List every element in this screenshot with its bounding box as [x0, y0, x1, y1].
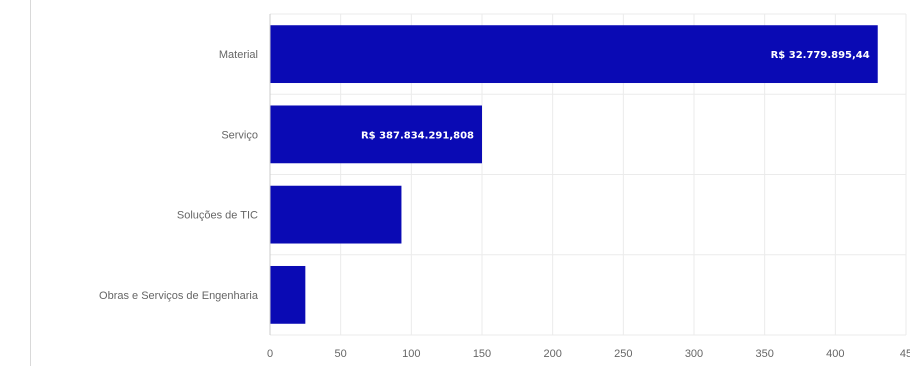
- bar: [270, 25, 878, 84]
- bar: [270, 185, 402, 244]
- category-label: Obras e Serviços de Engenharia: [99, 290, 259, 302]
- x-tick-label: 200: [543, 348, 561, 360]
- category-label: Soluções de TIC: [177, 210, 258, 222]
- x-tick-label: 150: [473, 348, 491, 360]
- data-label: R$ 32.779.895,44: [771, 50, 870, 61]
- bar: [270, 265, 306, 324]
- x-tick-label: 400: [826, 348, 844, 360]
- x-tick-label: 100: [402, 348, 420, 360]
- x-tick-label: 300: [685, 348, 703, 360]
- x-tick-label: 250: [614, 348, 632, 360]
- x-tick-label: 350: [755, 348, 773, 360]
- x-tick-label: 50: [335, 348, 347, 360]
- bar: [270, 105, 482, 164]
- left-border-line: [30, 0, 31, 366]
- category-label: Material: [219, 49, 258, 61]
- data-label: R$ 387.834.291,808: [361, 130, 474, 141]
- x-tick-label: 45: [900, 348, 910, 360]
- x-tick-label: 0: [267, 348, 273, 360]
- category-label: Serviço: [221, 129, 258, 141]
